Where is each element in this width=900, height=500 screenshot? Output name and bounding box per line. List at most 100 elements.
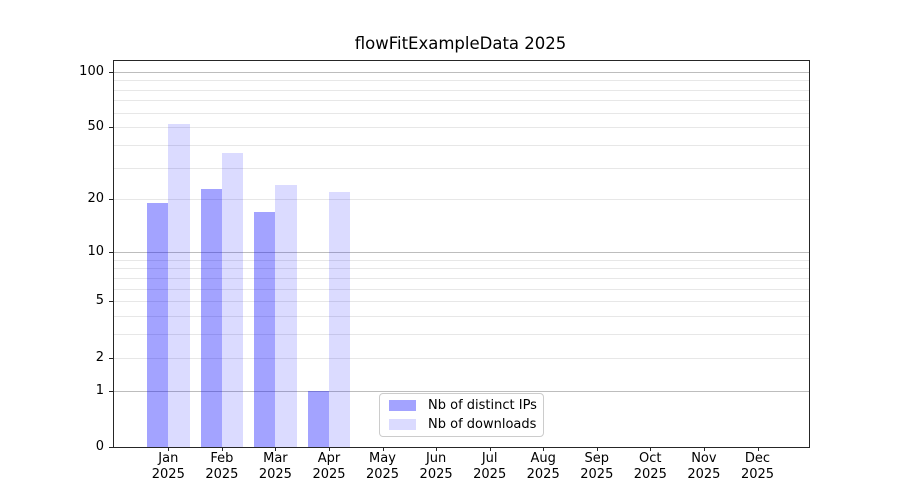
x-tick-year: 2025 — [312, 466, 346, 482]
minor-gridline — [114, 260, 809, 261]
x-tick — [650, 447, 652, 451]
y-tick — [109, 358, 113, 359]
minor-gridline — [114, 90, 809, 91]
x-tick-year: 2025 — [687, 466, 721, 482]
minor-gridline — [114, 301, 809, 302]
minor-gridline — [114, 334, 809, 335]
x-tick — [275, 447, 277, 451]
y-tick — [109, 72, 113, 73]
minor-gridline — [114, 278, 809, 279]
y-tick — [109, 301, 113, 302]
x-tick-label: Apr 2025 — [297, 451, 361, 482]
x-tick-month: Oct — [639, 451, 662, 466]
y-tick-label: 10 — [87, 243, 104, 259]
x-tick-year: 2025 — [151, 466, 185, 482]
minor-gridline — [114, 127, 809, 128]
minor-gridline — [114, 289, 809, 290]
x-tick-month: Jun — [425, 451, 447, 466]
bar-downloads — [168, 124, 190, 447]
minor-gridline — [114, 80, 809, 81]
x-tick-year: 2025 — [526, 466, 560, 482]
x-tick — [382, 447, 384, 451]
major-gridline — [114, 252, 809, 253]
x-tick-month: Nov — [691, 451, 717, 466]
y-tick — [109, 447, 113, 448]
y-tick — [109, 391, 113, 392]
minor-gridline — [114, 113, 809, 114]
x-tick — [543, 447, 545, 451]
x-tick — [757, 447, 759, 451]
x-tick-year: 2025 — [580, 466, 614, 482]
x-tick — [596, 447, 598, 451]
x-tick-label: Jun 2025 — [404, 451, 468, 482]
x-tick-month: Aug — [530, 451, 556, 466]
x-tick-year: 2025 — [740, 466, 775, 482]
minor-gridline — [114, 100, 809, 101]
bar-distinct-ips — [146, 203, 169, 447]
bar-downloads — [329, 191, 351, 447]
y-tick-label: 20 — [87, 191, 104, 207]
x-tick-label: Jan 2025 — [136, 451, 200, 482]
legend-label: Nb of distinct IPs — [428, 398, 537, 413]
x-tick — [168, 447, 170, 451]
minor-gridline — [114, 168, 809, 169]
x-tick-month: Feb — [210, 451, 234, 466]
x-tick-month: Mar — [263, 451, 288, 466]
x-tick-label: Feb 2025 — [190, 451, 254, 482]
chart-title: flowFitExampleData 2025 — [354, 34, 567, 53]
x-tick-year: 2025 — [633, 466, 667, 482]
bar-downloads — [221, 153, 244, 447]
x-tick-month: Jan — [158, 451, 179, 466]
x-tick — [489, 447, 491, 451]
plot-area: Nb of distinct IPs Nb of downloads 0 1 2 5 10… — [79, 60, 810, 482]
x-tick-label: Sep 2025 — [565, 451, 629, 482]
y-tick-label: 0 — [95, 439, 104, 454]
bar-distinct-ips — [254, 211, 276, 447]
y-tick — [109, 127, 113, 128]
legend-label: Nb of downloads — [428, 417, 537, 432]
y-tick-label: 50 — [87, 119, 104, 135]
minor-gridline — [114, 145, 809, 146]
x-tick — [436, 447, 438, 451]
legend-swatch-downloads — [389, 419, 416, 430]
x-tick-month: Jul — [481, 451, 498, 466]
legend-item: Nb of downloads — [380, 415, 543, 434]
x-tick-year: 2025 — [365, 466, 400, 482]
y-tick — [109, 199, 113, 200]
x-tick — [703, 447, 705, 451]
bar-downloads — [275, 185, 297, 447]
x-tick-month: May — [369, 451, 396, 466]
x-tick — [329, 447, 330, 451]
y-tick-label: 1 — [95, 382, 104, 398]
minor-gridline — [114, 358, 809, 359]
legend: Nb of distinct IPs Nb of downloads — [379, 393, 544, 437]
x-tick-year: 2025 — [205, 466, 239, 482]
y-tick-label: 100 — [79, 63, 104, 79]
x-tick-year: 2025 — [473, 466, 507, 482]
x-tick-month: Dec — [744, 451, 771, 466]
legend-swatch-distinct-ips — [389, 400, 416, 411]
x-tick-label: Mar 2025 — [243, 451, 307, 482]
x-tick-label: Aug 2025 — [511, 451, 575, 482]
y-tick-label: 2 — [95, 349, 104, 365]
x-tick-month: Sep — [584, 451, 610, 466]
major-gridline — [114, 72, 809, 73]
x-tick-month: Apr — [317, 451, 341, 466]
minor-gridline — [114, 316, 809, 317]
y-tick — [109, 252, 113, 253]
minor-gridline — [114, 268, 809, 269]
x-tick-label: Dec 2025 — [726, 451, 790, 482]
x-tick-label: Nov 2025 — [672, 451, 736, 482]
x-tick-year: 2025 — [258, 466, 292, 482]
x-tick-year: 2025 — [419, 466, 453, 482]
x-tick-label: May 2025 — [351, 451, 415, 482]
x-tick — [221, 447, 223, 451]
bar-distinct-ips — [307, 390, 329, 447]
y-tick-label: 5 — [95, 293, 104, 309]
major-gridline — [114, 391, 809, 392]
x-tick-label: Oct 2025 — [618, 451, 682, 482]
bar-distinct-ips — [200, 188, 222, 447]
legend-item: Nb of distinct IPs — [380, 396, 543, 415]
x-tick-label: Jul 2025 — [458, 451, 522, 482]
